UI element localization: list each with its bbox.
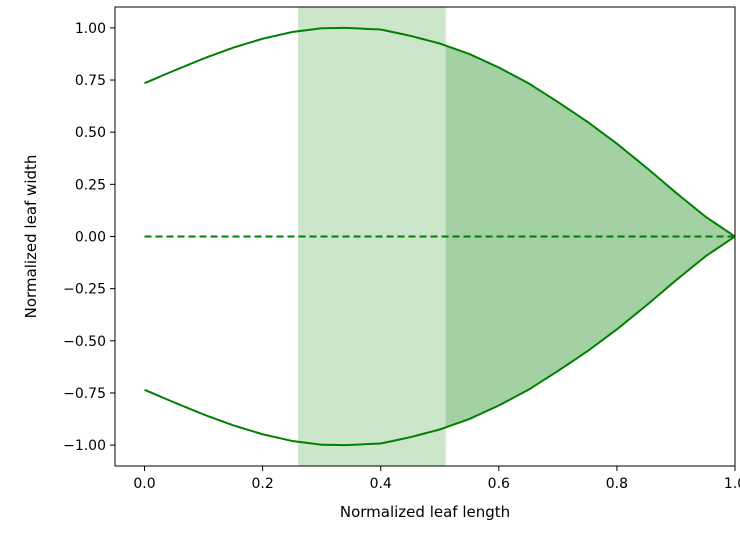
x-tick-label: 0.8 (606, 476, 628, 492)
x-tick-label: 0.6 (488, 476, 510, 492)
x-tick-label: 0.0 (133, 476, 155, 492)
y-tick-label: −0.25 (63, 282, 106, 298)
x-tick-label: 1.0 (724, 476, 740, 492)
leaf-outline-lower (144, 235, 736, 447)
y-tick-label: −0.75 (63, 386, 106, 402)
leaf-outline-upper (144, 26, 736, 238)
y-tick-label: 0.75 (75, 73, 106, 89)
y-tick-label: 0.25 (75, 177, 106, 193)
y-axis-label: Normalized leaf width (22, 155, 40, 319)
x-axis-label: Normalized leaf length (340, 503, 510, 521)
y-tick-label: 0.50 (75, 125, 106, 141)
y-tick-label: 0.00 (75, 230, 106, 246)
y-tick-label: 1.00 (75, 21, 106, 37)
x-tick-label: 0.4 (370, 476, 392, 492)
y-tick-label: −0.50 (63, 334, 106, 350)
plot-area (144, 7, 736, 466)
x-axis: 0.0 0.2 0.4 0.6 0.8 1.0 (133, 466, 740, 492)
y-tick-label: −1.00 (63, 438, 106, 454)
y-axis: 1.00 0.75 0.50 0.25 0.00 −0.25 −0.50 −0.75 −1.00 (63, 21, 115, 454)
x-tick-label: 0.2 (251, 476, 273, 492)
